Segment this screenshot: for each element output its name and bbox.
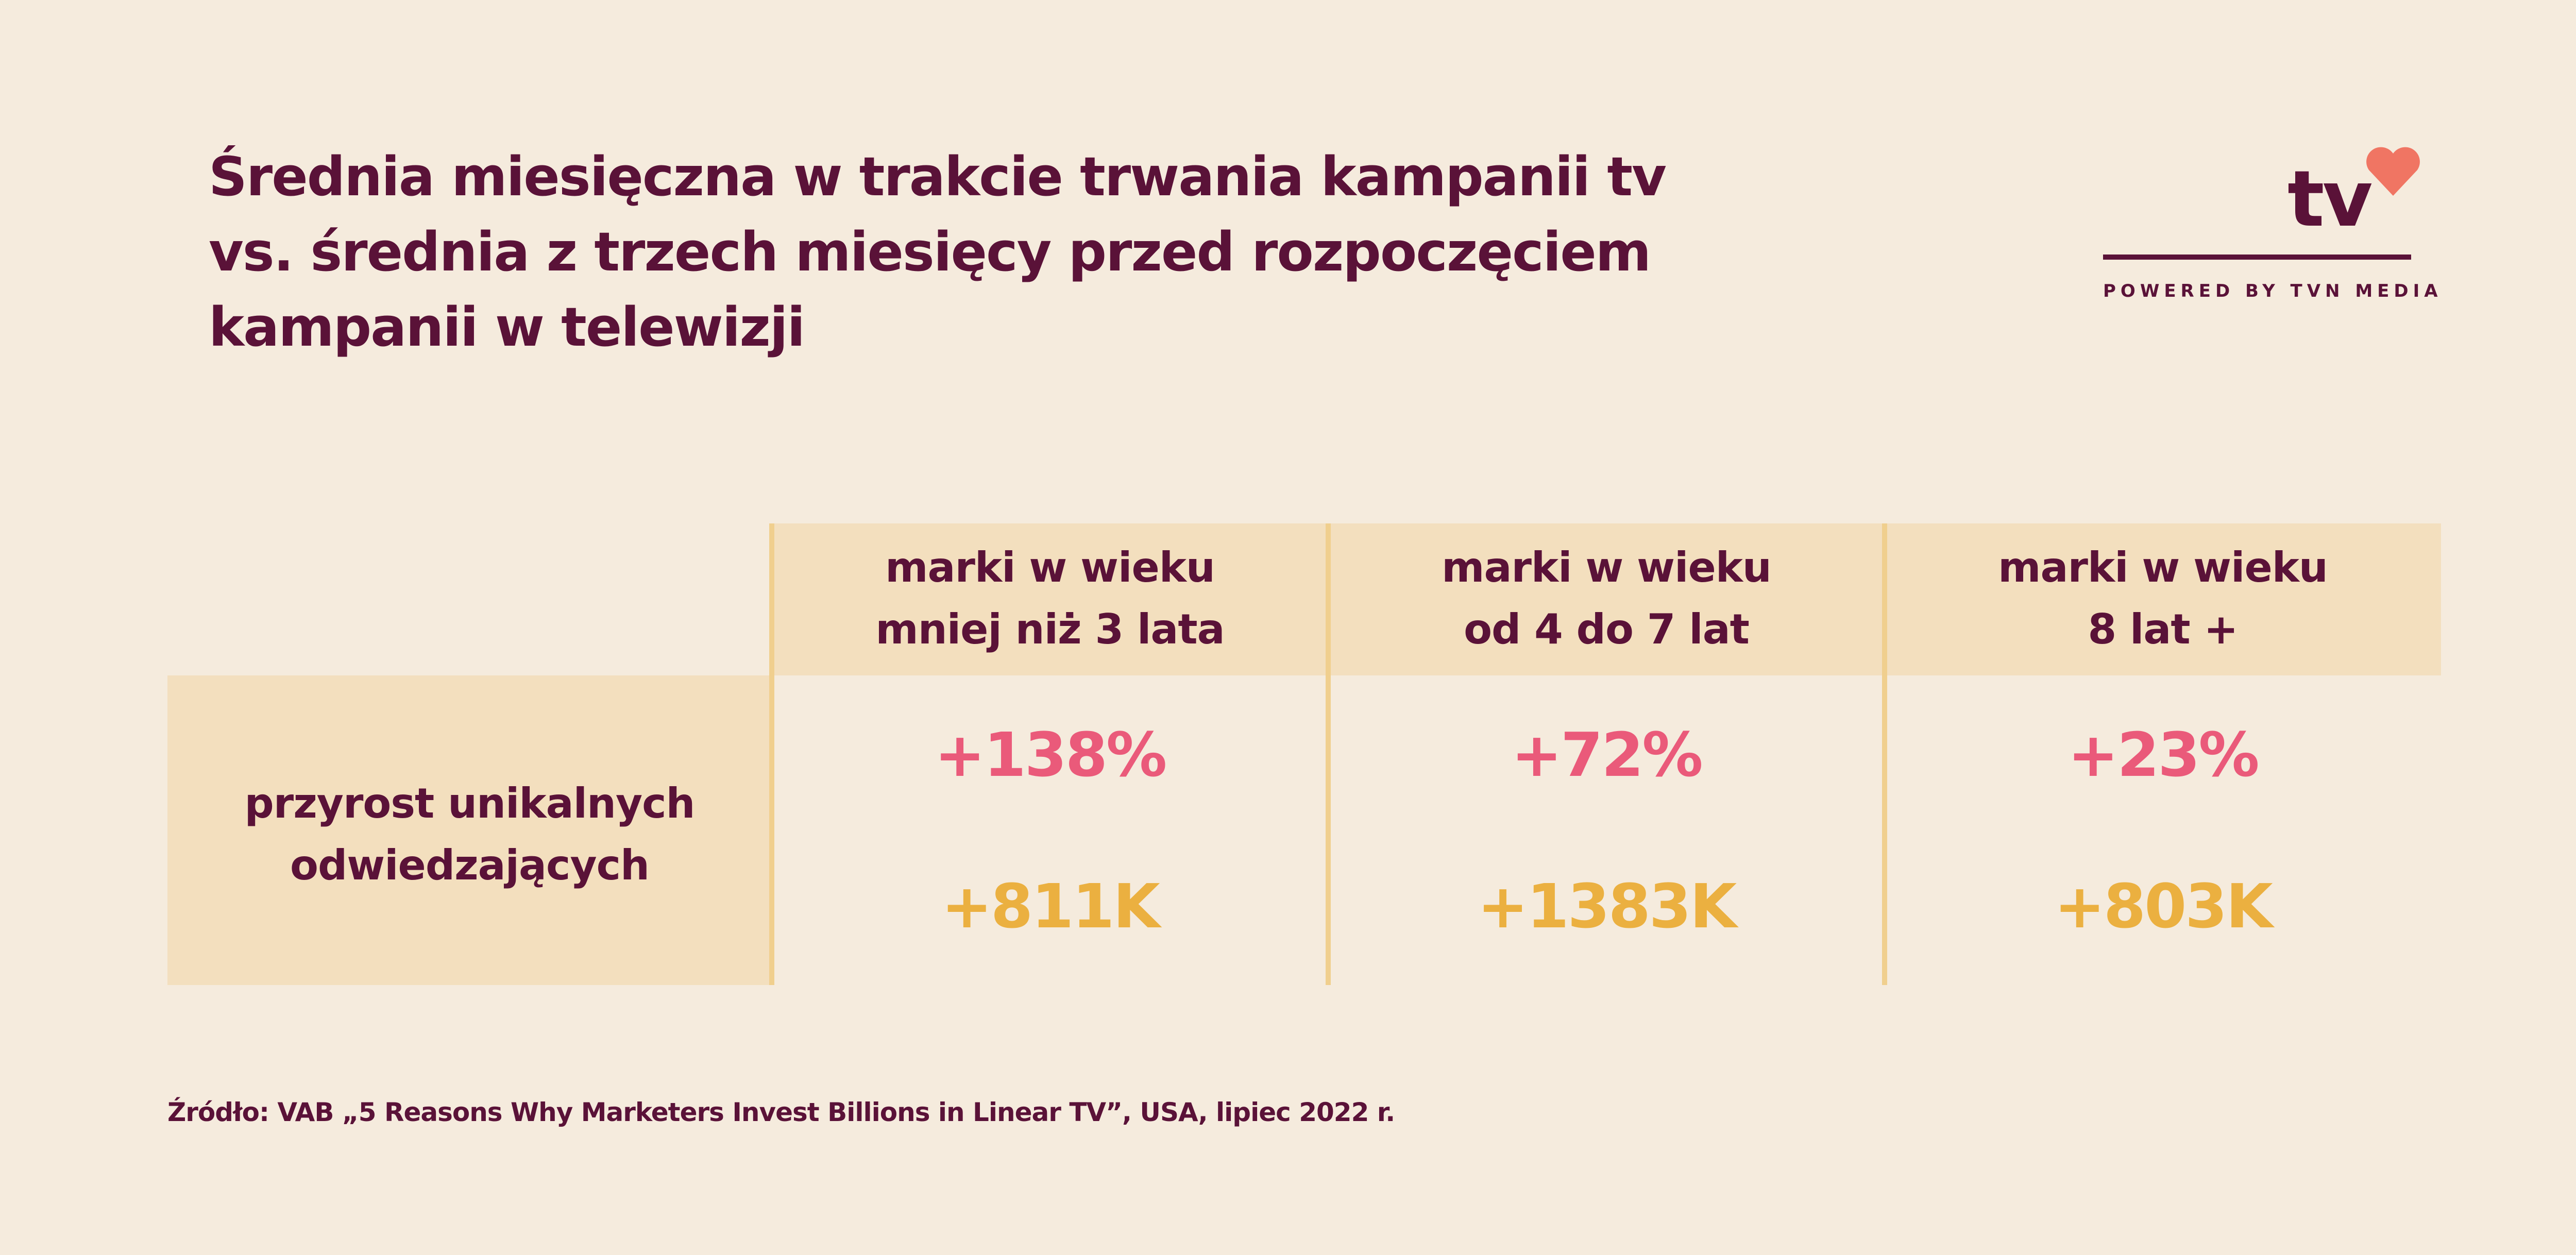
logo-heart: [2366, 147, 2420, 196]
row-header-line: odwiedzających: [290, 841, 650, 889]
title: Średnia miesięczna w trakcie trwania kam…: [209, 139, 1667, 365]
logo-rule: [2103, 255, 2411, 260]
logo-tagline: POWERED BY TVN MEDIA: [2103, 281, 2443, 301]
visitors-cell: +811K: [941, 871, 1160, 942]
source-note: Źródło: VAB „5 Reasons Why Marketers Inv…: [167, 1097, 1395, 1127]
column-header-line: marki w wieku: [885, 544, 1215, 591]
header-band: [772, 523, 2441, 675]
column-header-line: mniej niż 3 lata: [875, 605, 1225, 653]
column-divider: [769, 523, 774, 985]
column-header: marki w wieku 8 lat +: [1885, 537, 2441, 660]
row-header-band: [167, 675, 772, 985]
percent-cell: +23%: [2067, 719, 2259, 790]
title-line: vs. średnia z trzech miesięcy przed rozp…: [209, 221, 1651, 283]
percent-cell: +72%: [1511, 719, 1703, 790]
row-header-line: przyrost unikalnych: [244, 779, 696, 827]
visitors-cell: +803K: [2054, 871, 2273, 942]
percent-cell: +138%: [934, 719, 1167, 790]
column-header: marki w wieku mniej niż 3 lata: [772, 537, 1328, 660]
column-header-line: od 4 do 7 lat: [1464, 605, 1750, 653]
column-header-line: marki w wieku: [1442, 544, 1772, 591]
visitors-cell: +1383K: [1477, 871, 1737, 942]
column-header-line: marki w wieku: [1998, 544, 2328, 591]
logo-mark: tv: [2287, 155, 2372, 244]
title-line: Średnia miesięczna w trakcie trwania kam…: [209, 145, 1667, 208]
column-divider: [1882, 523, 1887, 985]
title-line: kampanii w telewizji: [209, 296, 805, 359]
column-header-line: 8 lat +: [2088, 605, 2238, 653]
column-header: marki w wieku od 4 do 7 lat: [1328, 537, 1885, 660]
column-divider: [1326, 523, 1331, 985]
row-header: przyrost unikalnych odwiedzających: [167, 773, 772, 896]
